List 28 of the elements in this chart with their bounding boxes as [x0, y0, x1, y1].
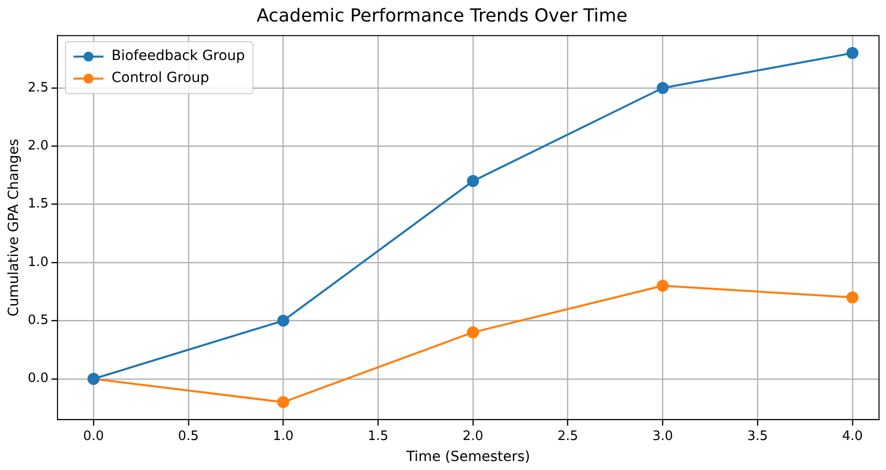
- point: [277, 396, 290, 408]
- y-tick-label: 1.5: [28, 196, 48, 212]
- x-tick-label: 0.5: [178, 428, 199, 444]
- point: [846, 291, 858, 304]
- x-tick-label: 3.0: [652, 428, 674, 444]
- x-tick-label: 4.0: [842, 428, 863, 444]
- x-tick-label: 3.5: [747, 428, 768, 444]
- y-tick-label: 1.0: [28, 254, 48, 270]
- x-tick-label: 0.0: [83, 428, 104, 444]
- y-tick-label: 0.0: [28, 371, 48, 386]
- x-axis-title: Time (Semesters): [405, 449, 530, 466]
- point: [656, 280, 669, 292]
- y-tick-label: 0.5: [28, 313, 48, 328]
- chart-title: Academic Performance Trends Over Time: [256, 5, 628, 26]
- point: [656, 82, 669, 94]
- x-tick-label: 2.0: [462, 428, 484, 444]
- x-tick-label: 1.0: [272, 428, 294, 444]
- point: [277, 314, 290, 327]
- y-tick-label: 2.5: [28, 80, 48, 96]
- point: [846, 47, 858, 60]
- x-tick-label: 2.5: [558, 428, 578, 444]
- y-tick-label: 2.0: [28, 138, 48, 154]
- x-tick-label: 1.5: [368, 428, 388, 444]
- point: [466, 326, 479, 338]
- y-axis-title: Cumulative GPA Changes: [6, 138, 22, 316]
- legend-label: Control Group: [111, 70, 210, 86]
- legend-label: Biofeedback Group: [111, 48, 246, 64]
- point: [466, 175, 479, 188]
